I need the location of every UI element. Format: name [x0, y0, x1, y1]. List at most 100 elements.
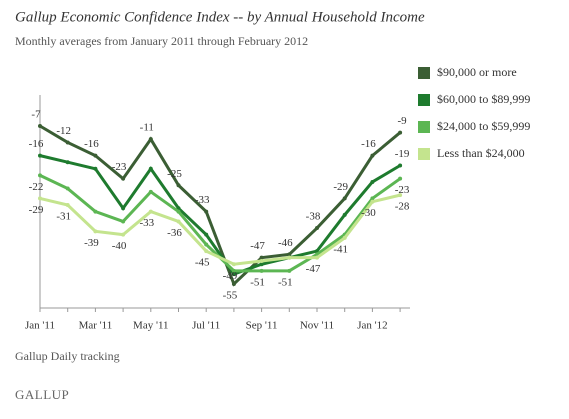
point	[65, 203, 70, 207]
point	[259, 258, 264, 263]
point	[398, 193, 403, 198]
point	[93, 166, 98, 171]
data-label: -31	[56, 211, 71, 223]
data-label: -51	[250, 276, 265, 288]
data-label: -47	[250, 240, 265, 252]
data-label: -16	[361, 138, 376, 150]
data-label: -38	[306, 211, 321, 223]
chart-subtitle: Monthly averages from January 2011 throu…	[15, 34, 308, 48]
point	[259, 262, 264, 267]
point	[148, 209, 153, 214]
point	[65, 160, 70, 165]
data-label: -41	[333, 243, 348, 255]
point	[370, 199, 375, 204]
series-line	[39, 154, 401, 276]
data-label: -16	[84, 138, 99, 150]
legend-swatch	[418, 94, 430, 106]
data-label: -30	[361, 207, 376, 219]
point	[342, 235, 347, 240]
point	[93, 229, 98, 234]
data-label: -45	[195, 257, 210, 269]
data-label: -25	[167, 168, 182, 180]
point	[287, 268, 292, 273]
data-label: -23	[112, 161, 127, 173]
point	[342, 196, 347, 201]
point	[370, 196, 375, 201]
point	[38, 173, 42, 178]
point	[231, 262, 236, 267]
data-label: -7	[31, 109, 41, 121]
data-label: -29	[333, 181, 348, 193]
point	[342, 212, 347, 217]
source: Gallup Daily tracking	[15, 349, 120, 363]
point	[370, 153, 375, 158]
legend-label: $24,000 to $59,999	[437, 119, 530, 133]
data-label: -36	[167, 227, 182, 239]
point	[148, 189, 153, 194]
series-line	[39, 124, 402, 287]
point	[121, 206, 126, 211]
data-label: -33	[139, 217, 154, 229]
x-tick-label: Nov '11	[300, 320, 334, 332]
point	[121, 232, 126, 237]
point	[204, 249, 209, 254]
data-label: -55	[223, 290, 238, 302]
point	[204, 209, 209, 214]
point	[176, 183, 181, 188]
point	[148, 137, 153, 142]
data-label: -46	[278, 237, 293, 249]
point	[176, 209, 181, 214]
point	[38, 153, 42, 158]
point	[398, 176, 403, 181]
logo: GALLUP	[15, 387, 69, 402]
legend-swatch	[418, 148, 430, 160]
point	[231, 272, 236, 277]
legend-swatch	[418, 121, 430, 133]
point	[287, 252, 292, 257]
point	[121, 219, 126, 224]
data-label: -49	[223, 270, 238, 282]
data-label: -40	[112, 240, 127, 252]
x-tick-label: Jan '12	[357, 320, 387, 332]
data-label: -9	[398, 115, 408, 127]
point	[231, 268, 236, 273]
point	[121, 176, 126, 181]
point	[38, 124, 42, 128]
legend-label: $60,000 to $89,999	[437, 92, 530, 106]
data-label: -39	[84, 237, 99, 249]
data-label: -23	[395, 184, 410, 196]
x-tick-label: Jul '11	[192, 320, 220, 332]
legend-swatch	[418, 67, 430, 79]
x-tick-label: May '11	[133, 320, 169, 332]
data-label: -16	[29, 138, 44, 150]
legend-label: $90,000 or more	[437, 65, 517, 79]
point	[259, 268, 264, 273]
data-label: -28	[395, 201, 410, 213]
data-label: -12	[56, 125, 71, 137]
point	[259, 255, 264, 260]
data-label: -19	[395, 148, 410, 160]
point	[204, 242, 209, 247]
point	[93, 209, 98, 214]
x-tick-label: Sep '11	[246, 320, 278, 332]
point	[370, 179, 375, 184]
point	[287, 255, 292, 260]
data-label: -22	[29, 181, 44, 193]
point	[93, 153, 98, 158]
point	[65, 140, 70, 145]
data-label: -51	[278, 276, 293, 288]
point	[231, 282, 236, 286]
point	[315, 255, 319, 260]
x-tick-label: Jan '11	[25, 320, 55, 332]
point	[398, 130, 403, 135]
point	[176, 219, 181, 224]
point	[65, 186, 70, 191]
point	[398, 163, 403, 168]
point	[148, 166, 153, 171]
data-label: -33	[195, 194, 210, 206]
x-tick-label: Mar '11	[79, 320, 113, 332]
point	[315, 226, 319, 231]
point	[204, 232, 209, 237]
point	[38, 196, 42, 201]
